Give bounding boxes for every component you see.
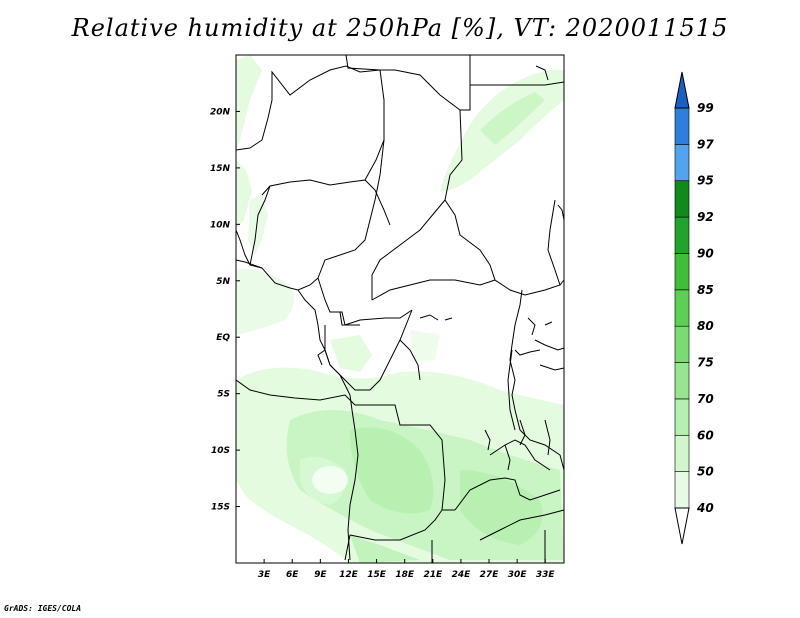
colorbar-box: [674, 471, 690, 509]
longitude-labels: 3E 6E 9E 12E 15E 18E 21E 24E 27E 30E 33E: [258, 559, 556, 580]
map-area: 20N 15N 10N 5N EQ 5S 10S 15S 3E 6E 9E 12E 15E 18E 21E…: [210, 54, 565, 580]
latitude-labels: 20N 15N 10N 5N EQ 5S 10S 15S: [210, 107, 240, 513]
colorbar-label: 95: [697, 174, 714, 188]
colorbar: 40 50 60 70 75 80 85 90 92 95 97 99: [674, 71, 714, 545]
lon-label: 21E: [423, 570, 443, 580]
colorbar-label: 92: [697, 210, 714, 224]
colorbar-label: 40: [696, 501, 714, 515]
lon-label: 18E: [395, 570, 415, 580]
lon-label: 33E: [536, 570, 556, 580]
lat-label: 15N: [210, 164, 231, 174]
lon-label: 15E: [367, 570, 387, 580]
country-borders: [235, 54, 565, 563]
colorbar-box: [674, 216, 690, 254]
colorbar-box: [674, 434, 690, 472]
colorbar-label: 75: [697, 356, 714, 370]
lon-label: 3E: [258, 570, 271, 580]
colorbar-box: [674, 289, 690, 327]
colorbar-box: [674, 325, 690, 363]
lat-label: EQ: [216, 333, 230, 343]
colorbar-label: 97: [697, 137, 714, 151]
lon-label: 30E: [508, 570, 528, 580]
lat-label: 20N: [210, 107, 231, 117]
colorbar-label: 99: [697, 101, 714, 115]
lat-label: 10N: [210, 220, 231, 230]
coastline: [235, 65, 565, 561]
lat-label: 15S: [211, 503, 230, 513]
colorbar-box: [674, 253, 690, 291]
colorbar-box: [674, 398, 690, 436]
colorbar-box: [674, 107, 690, 145]
lat-label: 5N: [216, 277, 230, 287]
lat-label: 5S: [217, 390, 230, 400]
lon-label: 27E: [480, 570, 500, 580]
colorbar-box: [674, 362, 690, 400]
colorbar-box: [674, 144, 690, 182]
colorbar-label: 90: [697, 246, 714, 260]
humidity-shading: [236, 55, 564, 563]
colorbar-max-arrow: [674, 71, 690, 109]
grads-credit: GrADS: IGES/COLA: [4, 604, 82, 613]
colorbar-label: 85: [697, 283, 714, 297]
lat-label: 10S: [211, 446, 230, 456]
colorbar-label: 80: [697, 319, 714, 333]
lon-label: 9E: [314, 570, 327, 580]
lon-label: 6E: [286, 570, 299, 580]
colorbar-min-arrow: [674, 507, 690, 545]
colorbar-label: 60: [697, 428, 714, 442]
colorbar-label: 50: [697, 465, 714, 479]
map-title: Relative humidity at 250hPa [%], VT: 202…: [71, 14, 729, 42]
lon-label: 24E: [452, 570, 472, 580]
map-frame: [235, 54, 565, 564]
colorbar-label: 70: [697, 392, 714, 406]
colorbar-box: [674, 180, 690, 218]
lon-label: 12E: [339, 570, 359, 580]
